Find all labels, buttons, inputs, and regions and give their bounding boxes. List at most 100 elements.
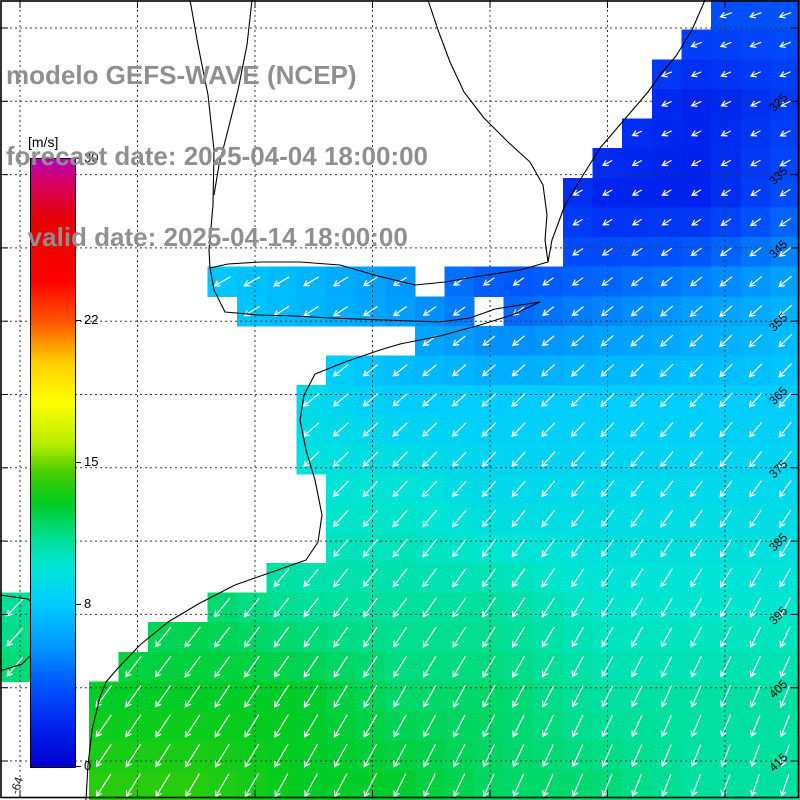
wind-arrow	[571, 773, 583, 798]
colorbar-tick	[75, 462, 81, 463]
wind-arrow	[541, 597, 555, 618]
wind-arrow	[779, 685, 791, 708]
wind-arrow	[332, 393, 349, 407]
wind-arrow	[481, 510, 496, 528]
wind-arrow	[660, 715, 672, 738]
wind-arrow	[571, 306, 584, 317]
wind-arrow	[422, 597, 437, 618]
wind-arrow	[303, 685, 319, 709]
wind-arrow	[570, 364, 585, 377]
wind-arrow	[601, 568, 614, 588]
wind-arrow	[720, 71, 732, 78]
wind-arrow	[719, 334, 733, 348]
coastline	[213, 0, 253, 196]
wind-arrow	[749, 656, 761, 678]
wind-arrow	[631, 627, 643, 648]
wind-arrow	[690, 539, 703, 558]
wind-arrow	[689, 509, 703, 528]
wind-arrow	[540, 393, 556, 408]
wind-arrow	[540, 451, 556, 468]
wind-arrow	[690, 715, 702, 738]
wind-arrow	[423, 744, 436, 768]
wind-arrow	[482, 744, 495, 768]
wind-arrow	[602, 219, 613, 226]
wind-arrow	[630, 568, 644, 588]
wind-arrow	[303, 714, 319, 738]
wind-arrow	[244, 655, 260, 678]
wind-arrow	[273, 626, 290, 648]
wind-arrow	[243, 597, 260, 618]
wind-arrow	[451, 451, 467, 468]
wind-arrow	[631, 247, 643, 256]
wind-arrow	[243, 626, 260, 648]
wind-arrow	[362, 306, 378, 317]
wind-arrow	[630, 334, 644, 347]
wind-arrow	[333, 626, 348, 648]
wind-arrow	[542, 277, 554, 286]
wind-arrow	[393, 773, 407, 798]
coastline	[427, 0, 549, 263]
colorbar-tick-label: 30	[84, 150, 99, 165]
wind-arrow	[511, 451, 526, 468]
wind-arrow	[659, 451, 674, 468]
wind-arrow	[362, 276, 378, 287]
wind-arrow	[749, 509, 762, 528]
wind-arrow	[779, 538, 792, 558]
wind-arrow	[421, 451, 437, 468]
wind-arrow	[720, 130, 731, 137]
wind-arrow	[481, 597, 496, 618]
wind-arrow	[779, 159, 791, 167]
wind-arrow	[215, 773, 230, 798]
wind-arrow	[511, 364, 526, 377]
wind-arrow	[660, 627, 673, 648]
wind-arrow	[778, 305, 792, 318]
wind-arrow	[452, 744, 466, 768]
wind-arrow	[571, 627, 584, 648]
wind-arrow	[452, 714, 466, 738]
wind-arrow	[659, 422, 674, 438]
title-block: modelo GEFS-WAVE (NCEP) forecast date: 2…	[6, 8, 428, 305]
wind-arrow	[244, 743, 260, 768]
wind-arrow	[689, 276, 703, 287]
wind-arrow	[214, 714, 230, 738]
wind-arrow	[541, 364, 555, 377]
wind-arrow	[362, 597, 378, 618]
wind-arrow	[302, 276, 319, 287]
wind-arrow	[511, 539, 526, 558]
wind-arrow	[749, 597, 762, 618]
wind-arrow	[600, 393, 615, 408]
wind-arrow	[720, 714, 731, 738]
wind-arrow	[423, 773, 436, 798]
wind-arrow	[511, 568, 526, 588]
wind-arrow	[779, 100, 791, 107]
wind-arrow	[542, 773, 554, 798]
wind-arrow	[362, 422, 379, 437]
wind-arrow	[719, 41, 732, 48]
wind-arrow	[392, 539, 408, 558]
wind-arrow	[749, 451, 762, 468]
wind-arrow	[600, 422, 615, 438]
wind-arrow	[719, 392, 733, 408]
wind-arrow	[511, 335, 525, 347]
wind-arrow	[748, 12, 762, 19]
wind-arrow	[690, 189, 702, 196]
wind-arrow	[689, 363, 703, 378]
wind-arrow	[481, 568, 496, 588]
wind-arrow	[6, 627, 24, 647]
wind-arrow	[482, 714, 495, 738]
wind-arrow	[125, 685, 142, 708]
wind-arrow	[749, 218, 761, 227]
wind-arrow	[690, 568, 703, 588]
wind-arrow	[332, 422, 349, 437]
wind-arrow	[392, 597, 408, 618]
wind-arrow	[779, 744, 790, 768]
colorbar-tick-label: 8	[84, 595, 92, 611]
wind-arrow	[749, 480, 762, 498]
wind-arrow	[750, 714, 761, 738]
wind-arrow	[512, 744, 525, 768]
wind-arrow	[362, 568, 378, 588]
wind-arrow	[333, 306, 349, 317]
wind-arrow	[571, 335, 585, 347]
wind-arrow	[689, 422, 703, 438]
wind-arrow	[332, 510, 349, 528]
